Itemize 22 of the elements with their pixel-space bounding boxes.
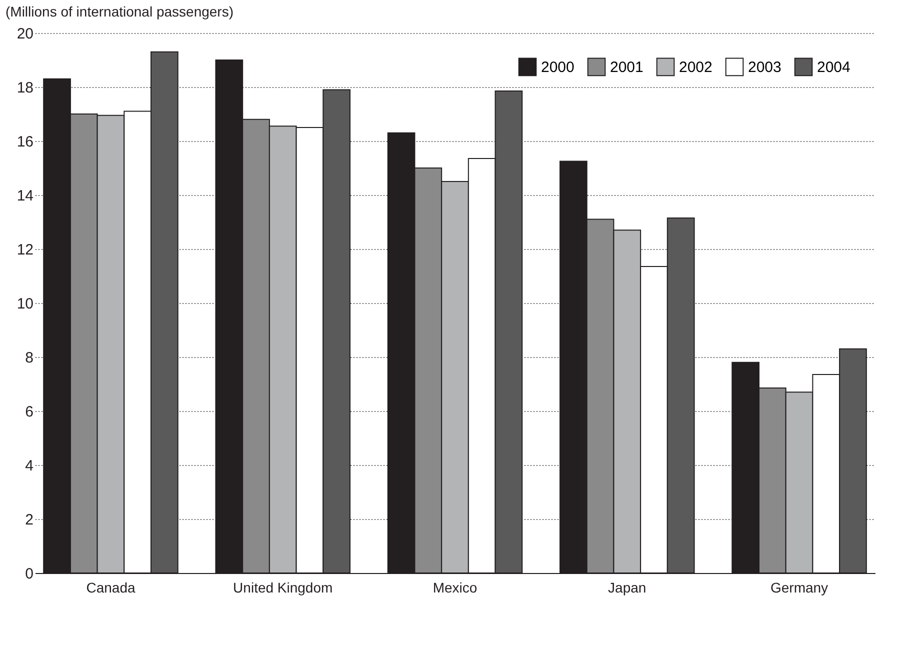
y-tick-label: 16	[16, 134, 34, 150]
x-tick-label: United Kingdom	[233, 580, 333, 596]
y-tick-label: 12	[16, 242, 34, 258]
y-tick-label: 2	[25, 512, 34, 528]
y-tick-label: 0	[25, 566, 34, 582]
legend-label: 2001	[610, 58, 644, 76]
x-tick-label: Mexico	[432, 580, 478, 596]
legend-label: 2000	[541, 58, 574, 76]
y-tick-label: 18	[16, 80, 34, 96]
y-tick-label: 20	[16, 26, 34, 42]
legend-label: 2003	[748, 58, 782, 76]
y-axis-title: (Millions of international passengers)	[6, 4, 234, 20]
x-tick-label: Canada	[86, 580, 136, 596]
x-tick-label: Japan	[608, 580, 646, 596]
y-tick-label: 6	[25, 404, 34, 420]
y-tick-label: 14	[16, 188, 34, 204]
y-tick-label: 10	[16, 296, 34, 312]
legend-label: 2004	[817, 58, 850, 76]
x-tick-label: Germany	[770, 580, 828, 596]
legend-label: 2002	[679, 58, 712, 76]
y-tick-label: 8	[25, 350, 34, 366]
y-tick-label: 4	[25, 458, 34, 474]
